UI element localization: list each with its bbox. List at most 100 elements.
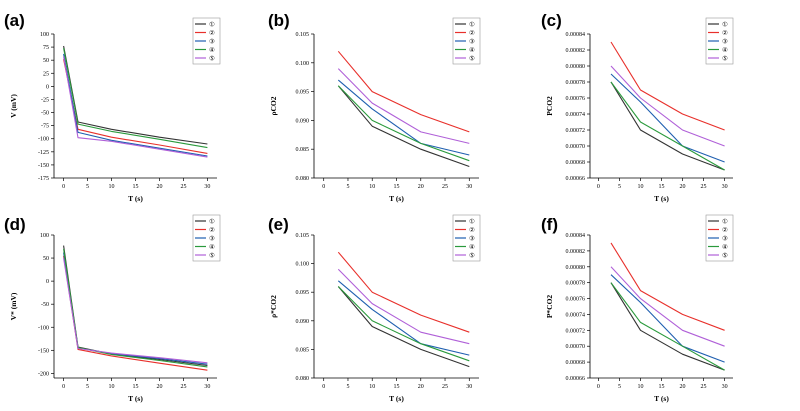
series-line	[337, 85, 470, 162]
legend-entry: ⑤	[722, 251, 728, 259]
legend-entry: ③	[209, 37, 215, 45]
y-axis-label: P*CO2	[545, 295, 554, 319]
x-tick-label: 20	[156, 184, 162, 190]
y-tick-label: 0.00078	[566, 281, 586, 287]
x-axis-label: T (s)	[128, 394, 143, 403]
legend-entry: ①	[469, 20, 475, 28]
y-tick-label: 0.00070	[566, 344, 586, 350]
panel-letter: (f)	[541, 215, 558, 234]
legend-entry: ①	[722, 217, 728, 225]
legend-entry: ④	[209, 46, 215, 54]
x-tick-label: 5	[618, 384, 621, 390]
series-line	[63, 245, 208, 367]
y-tick-label: -175	[38, 176, 49, 182]
x-tick-label: 20	[680, 184, 686, 190]
series-line	[610, 65, 725, 147]
y-axis-label: V* (mV)	[9, 292, 18, 320]
x-tick-label: 0	[322, 184, 325, 190]
x-tick-label: 25	[701, 184, 707, 190]
x-tick-label: 15	[394, 184, 400, 190]
legend-entry: ④	[469, 46, 475, 54]
y-tick-label: 0.00082	[566, 249, 586, 255]
legend-entry: ③	[209, 234, 215, 242]
x-tick-label: 10	[109, 384, 115, 390]
y-tick-label: 0.085	[296, 347, 310, 353]
y-tick-label: 0.00084	[566, 233, 586, 239]
y-tick-label: 0.00072	[566, 128, 586, 134]
legend-entry: ③	[469, 234, 475, 242]
chart-panel: (f) 0.00066 0.00068 0.00070 0.00072 0.00074 0.…	[541, 214, 734, 403]
legend-entry: ①	[209, 20, 215, 28]
y-tick-label: 0.00068	[566, 360, 586, 366]
x-tick-label: 5	[86, 384, 89, 390]
x-axis-label: T (s)	[389, 394, 404, 403]
series-line	[63, 58, 208, 154]
series-line	[337, 280, 470, 356]
panel-letter: (d)	[4, 215, 26, 234]
x-tick-label: 15	[394, 384, 400, 390]
y-tick-label: -200	[38, 371, 49, 377]
y-tick-label: 0.00080	[566, 265, 586, 271]
chart-panel: (e) 0.080 0.085 0.090 0.095 0.100 0.105 0 5 10 15 2…	[268, 214, 481, 403]
y-tick-label: 0.00074	[566, 112, 586, 118]
chart-panel: (b) 0.080 0.085 0.090 0.095 0.100 0.105 0 5 10 15 2…	[268, 11, 481, 203]
legend-entry: ③	[469, 37, 475, 45]
x-tick-label: 5	[618, 184, 621, 190]
legend-entry: ③	[722, 234, 728, 242]
y-tick-label: 0.105	[296, 233, 310, 239]
y-tick-label: 0.00074	[566, 312, 586, 318]
x-tick-label: 25	[442, 384, 448, 390]
x-tick-label: 30	[722, 184, 728, 190]
y-tick-label: 0.095	[296, 290, 310, 296]
x-tick-label: 10	[369, 384, 375, 390]
series-line	[63, 252, 208, 365]
x-axis-label: T (s)	[654, 194, 669, 203]
x-tick-label: 5	[346, 384, 349, 390]
x-tick-label: 25	[701, 384, 707, 390]
x-axis-label: T (s)	[389, 194, 404, 203]
x-tick-label: 15	[133, 184, 139, 190]
y-tick-label: 0.100	[296, 262, 310, 268]
legend-entry: ②	[469, 29, 475, 37]
x-tick-label: 10	[637, 384, 643, 390]
legend-entry: ①	[722, 20, 728, 28]
chart-panel: (a) 100 75 50 25 0 -25 -50 -75 -100 -125 -150 -175 0 5…	[4, 11, 221, 203]
y-tick-label: 0.080	[296, 376, 310, 382]
y-tick-label: -100	[38, 325, 49, 331]
y-tick-label: 0.00072	[566, 328, 586, 334]
panel-letter: (e)	[268, 215, 289, 234]
y-tick-label: 25	[43, 71, 49, 77]
x-tick-label: 10	[369, 184, 375, 190]
x-tick-label: 30	[466, 184, 472, 190]
y-tick-label: 0.00076	[566, 297, 586, 303]
y-tick-label: 0.00080	[566, 64, 586, 70]
series-line	[337, 251, 470, 333]
y-tick-label: 0.090	[296, 118, 310, 124]
legend-entry: ②	[209, 226, 215, 234]
y-tick-label: 0.00070	[566, 144, 586, 150]
y-tick-label: -100	[38, 137, 49, 143]
x-tick-label: 25	[442, 184, 448, 190]
series-line	[337, 85, 470, 168]
legend-entry: ②	[469, 226, 475, 234]
y-tick-label: -150	[38, 348, 49, 354]
series-line	[337, 50, 470, 133]
legend-entry: ④	[722, 46, 728, 54]
legend-entry: ⑤	[209, 251, 215, 259]
y-axis-label: ρCO2	[269, 96, 278, 115]
chart-panel: (d) 100 50 0 -50 -100 -150 -200 0 5 10 15 20 25 30 T (s…	[4, 214, 221, 403]
y-tick-label: 100	[40, 233, 49, 239]
panel-letter: (c)	[541, 11, 562, 30]
legend-entry: ②	[722, 226, 728, 234]
series-line	[610, 274, 725, 363]
legend-entry: ④	[209, 243, 215, 251]
x-tick-label: 10	[637, 184, 643, 190]
y-tick-label: 0.00082	[566, 48, 586, 54]
series-line	[610, 41, 725, 131]
